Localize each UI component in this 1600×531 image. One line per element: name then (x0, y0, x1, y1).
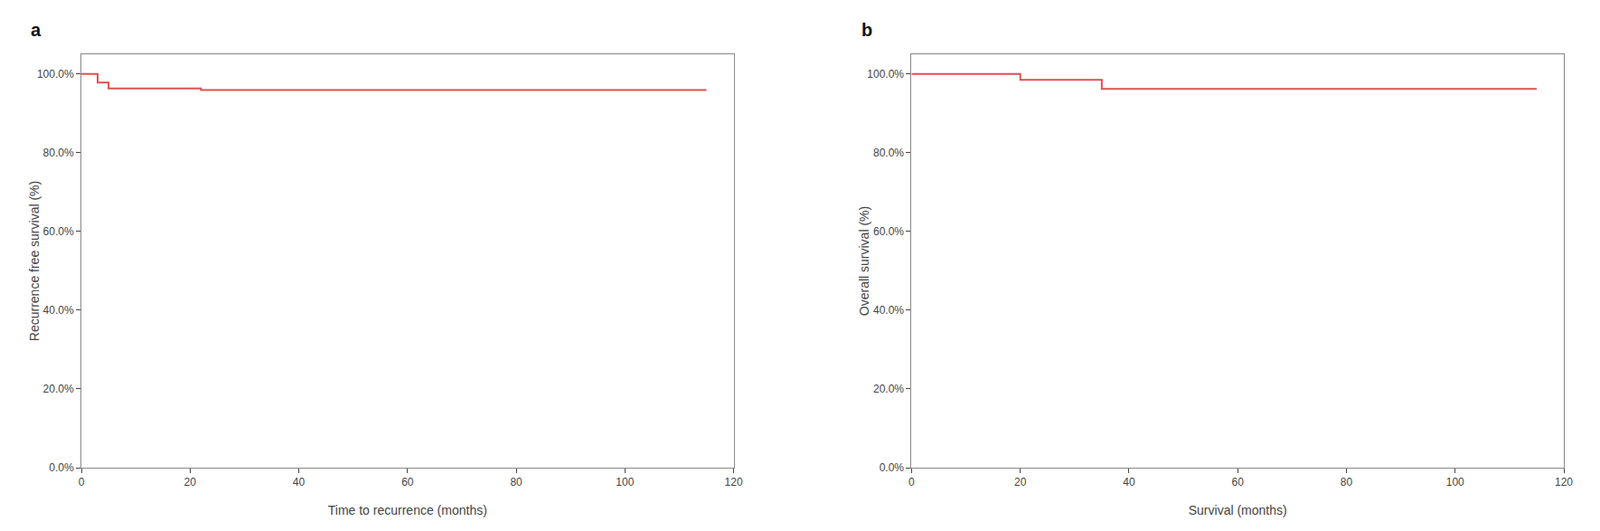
svg-text:40.0%: 40.0% (43, 303, 75, 317)
svg-text:0.0%: 0.0% (48, 461, 75, 474)
svg-text:40: 40 (1122, 475, 1136, 489)
svg-text:Overall survival (%): Overall survival (%) (856, 206, 872, 316)
svg-text:60.0%: 60.0% (43, 225, 75, 238)
svg-text:Time to recurrence (months): Time to recurrence (months) (328, 502, 488, 518)
svg-text:60.0%: 60.0% (873, 225, 904, 238)
svg-text:100.0%: 100.0% (866, 67, 904, 81)
svg-text:80: 80 (509, 475, 523, 489)
svg-text:120: 120 (724, 475, 744, 489)
svg-text:20: 20 (184, 475, 198, 489)
svg-text:100: 100 (1446, 475, 1465, 489)
svg-text:80.0%: 80.0% (43, 146, 75, 160)
svg-text:a: a (30, 19, 42, 40)
svg-text:40: 40 (292, 475, 306, 489)
svg-text:Recurrence free survival (%): Recurrence free survival (%) (27, 180, 42, 341)
svg-text:20.0%: 20.0% (873, 382, 904, 396)
svg-text:Survival (months): Survival (months) (1188, 502, 1288, 518)
svg-text:40.0%: 40.0% (873, 303, 904, 317)
svg-text:0.0%: 0.0% (879, 461, 905, 474)
svg-text:0: 0 (78, 475, 85, 489)
svg-text:60: 60 (1232, 475, 1245, 489)
svg-text:80: 80 (1340, 475, 1354, 489)
svg-text:100.0%: 100.0% (37, 67, 75, 81)
svg-text:20.0%: 20.0% (43, 382, 75, 396)
svg-text:60: 60 (401, 475, 415, 489)
svg-text:20: 20 (1014, 475, 1027, 489)
svg-text:0: 0 (908, 475, 915, 489)
svg-text:b: b (861, 19, 873, 40)
svg-text:100: 100 (615, 475, 634, 489)
svg-text:120: 120 (1554, 475, 1573, 489)
svg-text:80.0%: 80.0% (873, 146, 904, 160)
